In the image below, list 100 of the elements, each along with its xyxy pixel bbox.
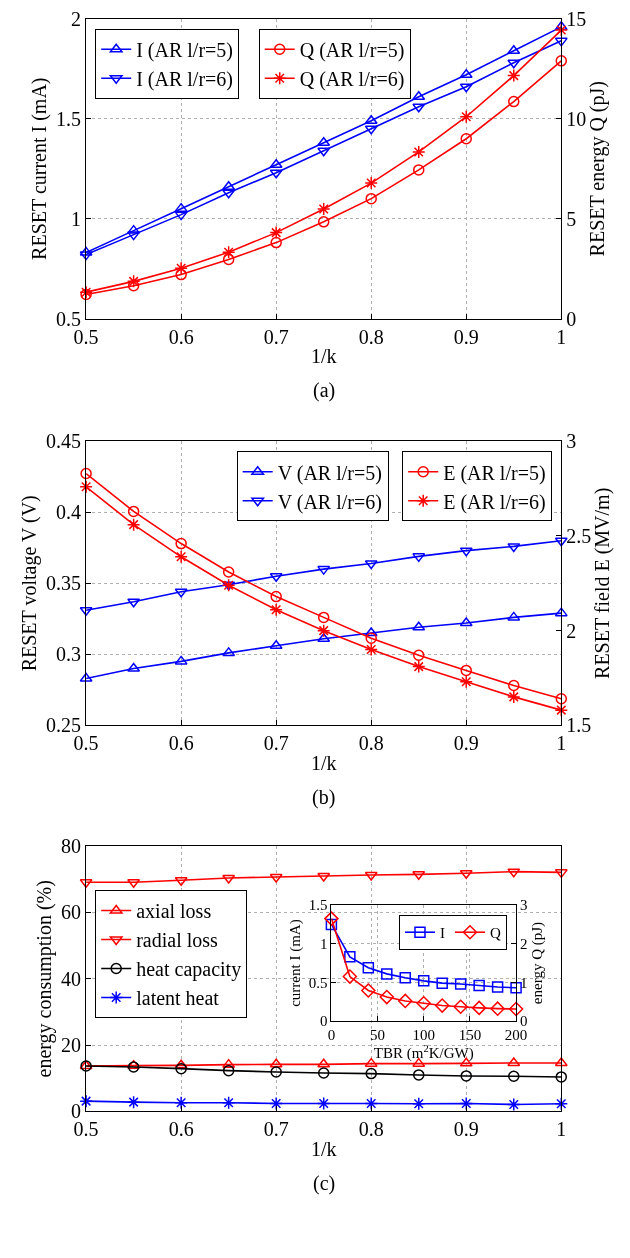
y2-axis-title: RESET field E (MV/m) (591, 487, 615, 679)
point (174, 261, 188, 275)
point (126, 1095, 141, 1109)
legend-label: radial loss (136, 929, 219, 952)
point (174, 1096, 188, 1110)
point (361, 983, 376, 998)
point (508, 1001, 524, 1017)
point (436, 977, 448, 989)
text: (c) (313, 1172, 336, 1195)
text: (b) (312, 786, 336, 809)
point (127, 1061, 140, 1073)
point (365, 632, 377, 644)
point (364, 1096, 378, 1111)
x-tick-label: 0.8 (358, 732, 384, 755)
point (453, 999, 468, 1014)
point (269, 1096, 283, 1111)
point (270, 590, 282, 603)
y2-tick-label: 2.5 (566, 524, 592, 547)
y2-tick-label: 1 (520, 974, 528, 991)
point (317, 872, 331, 882)
point (222, 1064, 235, 1077)
legend-label: Q (AR l/r=5) (299, 39, 405, 63)
point (222, 647, 236, 657)
point (416, 996, 431, 1011)
point (317, 1058, 331, 1068)
point (364, 627, 378, 637)
x-tick-label: 0.7 (263, 325, 289, 348)
point (459, 83, 473, 93)
x-tick-label: 100 (412, 1027, 435, 1044)
y-tick-label: 0.3 (56, 643, 82, 666)
point (364, 1057, 378, 1067)
point (459, 870, 473, 880)
point (554, 37, 568, 47)
x-tick-label: 1 (556, 1118, 567, 1141)
point (127, 662, 141, 672)
point (270, 1066, 282, 1078)
point (362, 961, 375, 974)
point (460, 1070, 472, 1082)
point (555, 693, 568, 705)
point (507, 868, 521, 878)
point (365, 1067, 377, 1080)
point (317, 632, 331, 642)
point (79, 480, 93, 494)
point (79, 879, 93, 889)
point (473, 979, 485, 992)
point (508, 679, 520, 692)
point (222, 1058, 236, 1068)
point (412, 553, 426, 563)
x-tick-label: 200 (504, 1027, 528, 1044)
point (411, 1097, 426, 1111)
point (459, 675, 473, 689)
point (364, 560, 378, 570)
point (459, 547, 473, 557)
y-axis-title: energy consumption (%) (32, 880, 56, 1078)
point (554, 537, 568, 547)
point (412, 649, 425, 661)
y-tick-label: 0 (71, 1100, 82, 1123)
point (507, 1057, 521, 1067)
point (269, 1058, 283, 1068)
point (221, 245, 236, 259)
point (365, 192, 377, 205)
point (79, 672, 93, 682)
point (364, 176, 378, 190)
point (554, 21, 568, 31)
y-tick-label: 0.45 (46, 430, 82, 453)
point (269, 603, 283, 617)
point (454, 978, 467, 990)
x-tick-label: 0.8 (358, 325, 384, 348)
y-tick-label: 1 (71, 207, 82, 230)
point (175, 1062, 187, 1075)
point (507, 611, 521, 621)
point (460, 664, 472, 677)
x-tick-label: 1 (556, 325, 567, 348)
point (555, 1071, 568, 1083)
legend-label: E (AR l/r=6) (443, 490, 546, 514)
point (79, 607, 93, 617)
y2-tick-label: 10 (566, 107, 587, 130)
point (175, 537, 187, 550)
point (79, 251, 93, 261)
y-axis-title: current I (mA) (286, 919, 304, 1007)
legend-label: Q (489, 925, 501, 942)
legend-label: I (AR l/r=5) (136, 39, 234, 63)
y2-axis-title: RESET energy Q (pJ) (586, 81, 610, 257)
y2-tick-label: 15 (566, 7, 587, 30)
point (174, 211, 188, 221)
x-tick-label: 0.9 (453, 325, 479, 348)
y-tick-label: 1.5 (308, 897, 328, 914)
point (316, 1096, 331, 1111)
legend-label: I (AR l/r=6) (136, 68, 234, 92)
point (325, 918, 338, 931)
point (269, 225, 283, 240)
point (379, 989, 395, 1005)
x-axis-title: 1/k (310, 345, 337, 368)
point (127, 879, 141, 889)
point (174, 655, 188, 665)
legend-label: heat capacity (136, 958, 242, 982)
legend-label: axial loss (136, 900, 212, 923)
y-tick-label: 0.5 (308, 974, 328, 991)
point (127, 280, 140, 292)
point (412, 103, 426, 113)
